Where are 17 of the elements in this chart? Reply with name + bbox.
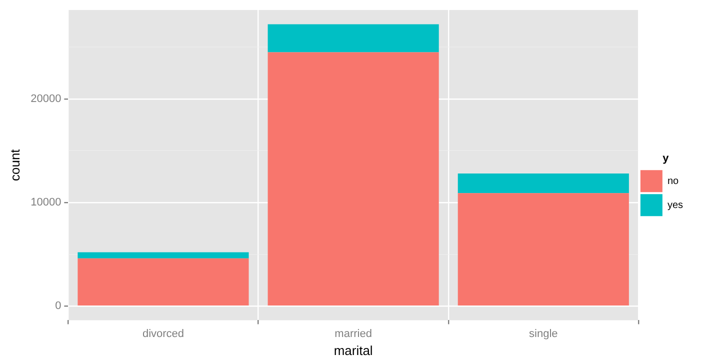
y-tick-label: 10000	[30, 196, 62, 209]
bar	[458, 173, 629, 194]
legend-label: no	[667, 176, 679, 187]
bar	[458, 193, 629, 306]
bar	[268, 24, 439, 52]
legend-label: yes	[667, 200, 683, 211]
y-tick-label: 20000	[30, 92, 62, 105]
x-axis-title: marital	[334, 342, 373, 358]
bar	[78, 252, 249, 258]
x-tick-label: single	[529, 328, 558, 340]
y-tick-label: 0	[55, 300, 62, 312]
bar	[78, 258, 249, 306]
x-tick-label: married	[334, 328, 372, 340]
x-tick-label: divorced	[142, 328, 184, 340]
y-axis-title: count	[7, 148, 22, 182]
bar	[268, 52, 439, 306]
legend-title: y	[662, 152, 670, 164]
